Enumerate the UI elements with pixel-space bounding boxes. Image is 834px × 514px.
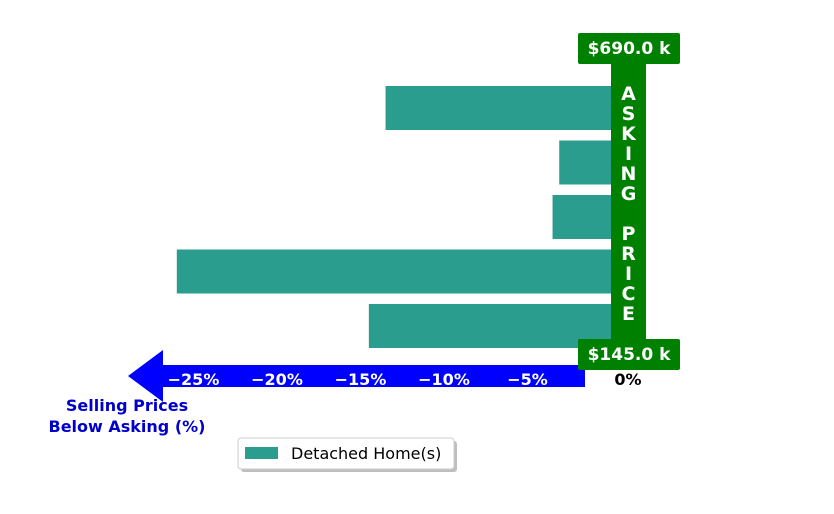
asking-price-letter: A bbox=[621, 83, 636, 105]
asking-price-letter: C bbox=[622, 283, 636, 305]
asking-price-letter: R bbox=[621, 243, 636, 265]
x-tick-label: 0% bbox=[614, 370, 641, 389]
min-price-tag: $145.0 k bbox=[578, 339, 680, 370]
bar-1 bbox=[385, 86, 611, 130]
x-tick-label: −25% bbox=[168, 370, 220, 389]
x-tick-labels: −25% −20% −15% −10% −5% 0% bbox=[168, 370, 642, 389]
x-tick-label: −10% bbox=[418, 370, 470, 389]
legend-label: Detached Home(s) bbox=[291, 444, 441, 463]
x-tick-label: −20% bbox=[251, 370, 303, 389]
max-price-tag-bg bbox=[578, 33, 680, 64]
bar-2 bbox=[559, 140, 611, 185]
x-tick-label: −15% bbox=[335, 370, 387, 389]
bar-3 bbox=[552, 195, 611, 239]
legend-box bbox=[237, 437, 455, 470]
bars-group bbox=[176, 86, 612, 348]
asking-price-letter: S bbox=[622, 103, 636, 125]
min-price-label: $145.0 k bbox=[588, 345, 672, 365]
legend[interactable]: Detached Home(s) bbox=[237, 437, 457, 472]
bar-4 bbox=[176, 249, 612, 294]
asking-price-letter: G bbox=[621, 183, 637, 205]
asking-price-letter: I bbox=[625, 143, 632, 165]
x-axis-label: Selling Prices Below Asking (%) bbox=[49, 396, 206, 436]
x-axis-arrow bbox=[128, 350, 585, 402]
asking-price-letter: N bbox=[621, 163, 637, 185]
x-tick-label: −5% bbox=[507, 370, 548, 389]
legend-swatch bbox=[245, 447, 278, 459]
asking-price-letter: K bbox=[621, 123, 637, 145]
asking-price-column bbox=[611, 62, 646, 341]
asking-price-letter: I bbox=[625, 263, 632, 285]
asking-price-letter: P bbox=[622, 223, 636, 245]
arrow-shaft bbox=[163, 365, 585, 387]
max-price-tag: $690.0 k bbox=[578, 33, 680, 64]
bar-5 bbox=[368, 304, 611, 348]
min-price-tag-bg bbox=[578, 339, 680, 370]
arrow-head bbox=[128, 350, 163, 402]
x-axis-label-line-2: Below Asking (%) bbox=[49, 417, 206, 436]
x-axis-label-line-1: Selling Prices bbox=[66, 396, 188, 415]
max-price-label: $690.0 k bbox=[588, 39, 672, 59]
asking-price-letter: E bbox=[622, 303, 635, 325]
